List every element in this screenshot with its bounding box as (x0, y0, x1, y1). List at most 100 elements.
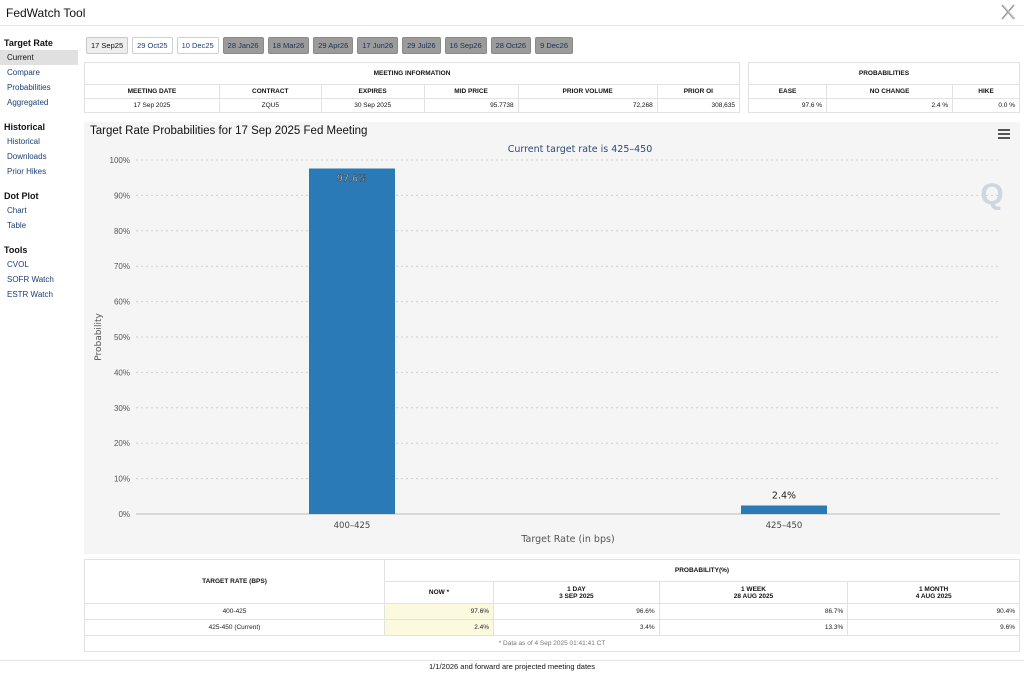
sidebar-heading-dot-plot: Dot Plot (4, 191, 39, 201)
prob-col-title: 1 DAY (567, 585, 586, 593)
x-tick-label: 425–450 (766, 521, 803, 531)
tab-18-mar26[interactable]: 18 Mar26 (267, 37, 310, 54)
sidebar-item-probabilities[interactable]: Probabilities (7, 83, 51, 92)
meeting-col-contract: CONTRACT (218, 84, 322, 99)
meeting-value-prior-oi: 308,635 (656, 98, 741, 113)
prob-cell: 86.7% (658, 603, 849, 620)
y-tick-label: 100% (110, 156, 130, 165)
table-row: 400-425 97.6% 96.6% 86.7% 90.4% (84, 603, 1020, 620)
tab-17-sep25[interactable]: 17 Sep25 (86, 37, 129, 54)
tab-16-sep26[interactable]: 16 Sep26 (444, 37, 487, 54)
sidebar-item-cvol[interactable]: CVOL (7, 260, 29, 269)
prob-cell: 9.6% (847, 619, 1020, 636)
y-tick-label: 60% (114, 298, 130, 307)
prob-col-title: 1 WEEK (741, 585, 766, 593)
sidebar-item-compare[interactable]: Compare (7, 68, 40, 77)
y-tick-label: 20% (114, 439, 130, 448)
prob-col-now: NOW * (383, 581, 495, 604)
hamburger-menu-icon[interactable] (998, 129, 1010, 139)
tab-29-apr26[interactable]: 29 Apr26 (313, 37, 354, 54)
prob-col-hike: HIKE (952, 84, 1020, 99)
tab-29-jul26[interactable]: 29 Jul26 (402, 37, 441, 54)
prob-col-date: 4 AUG 2025 (915, 592, 952, 600)
y-tick-label: 10% (114, 475, 130, 484)
meeting-info-title: MEETING INFORMATION (84, 62, 740, 85)
probability-group-header: PROBABILITY(%) (384, 559, 1020, 582)
tab-28-oct26[interactable]: 28 Oct26 (490, 37, 532, 54)
rate-cell: 425-450 (Current) (84, 619, 385, 636)
tab-17-jun26[interactable]: 17 Jun26 (357, 37, 399, 54)
y-tick-label: 50% (114, 333, 130, 342)
prob-col-date: 3 SEP 2025 (559, 592, 594, 600)
prob-cell: 97.6% (383, 603, 495, 620)
y-axis-title: Probability (94, 313, 104, 361)
close-icon[interactable] (1000, 3, 1016, 21)
sidebar-heading-historical: Historical (4, 122, 46, 132)
meeting-col-meeting-date: MEETING DATE (84, 84, 220, 99)
meeting-value-prior-volume: 72,268 (517, 98, 658, 113)
tab-29-oct25[interactable]: 29 Oct25 (132, 37, 173, 54)
meeting-value-contract: ZQU5 (218, 98, 322, 113)
sidebar-item-estr-watch[interactable]: ESTR Watch (7, 290, 53, 299)
meeting-col-prior-oi: PRIOR OI (656, 84, 741, 99)
prob-col-ease: EASE (747, 84, 828, 99)
y-tick-label: 0% (118, 510, 130, 519)
bar-425-450 (741, 505, 827, 514)
sidebar-heading-target-rate: Target Rate (4, 38, 53, 48)
y-tick-label: 40% (114, 368, 130, 377)
x-tick-label: 400–425 (334, 521, 371, 531)
meeting-col-mid-price: MID PRICE (423, 84, 519, 99)
prob-cell: 90.4% (847, 603, 1020, 620)
chart-panel: 0% 10% 20% 30% 40% 50% 60% 70% 80% 90% 100% Current… (84, 122, 1020, 554)
prob-col-1-day: 1 DAY 3 SEP 2025 (493, 581, 660, 604)
sidebar-item-current[interactable]: Current (0, 50, 78, 65)
sidebar: Target Rate Current Compare Probabilities Ag… (0, 36, 78, 302)
meeting-col-prior-volume: PRIOR VOLUME (517, 84, 658, 99)
tab-10-dec25[interactable]: 10 Dec25 (176, 37, 219, 54)
rate-cell: 400-425 (84, 603, 385, 620)
meeting-value-meeting-date: 17 Sep 2025 (84, 98, 220, 113)
probability-history-table: TARGET RATE (BPS) PROBABILITY(%) NOW * 1 … (84, 559, 1020, 652)
watermark-logo: Q (980, 178, 1003, 211)
meeting-tabs: 17 Sep25 29 Oct25 10 Dec25 28 Jan26 18 Mar26… (86, 37, 573, 55)
data-label-425-450: 2.4% (772, 491, 796, 502)
app-title: FedWatch Tool (6, 6, 86, 20)
chart-subtitle: Current target rate is 425–450 (508, 144, 653, 155)
sidebar-item-downloads[interactable]: Downloads (7, 152, 47, 161)
prob-col-date: 28 AUG 2025 (733, 592, 774, 600)
sidebar-item-historical[interactable]: Historical (7, 137, 40, 146)
data-timestamp-note: * Data as of 4 Sep 2025 01:41:41 CT (84, 635, 1020, 652)
probability-bar-chart: 0% 10% 20% 30% 40% 50% 60% 70% 80% 90% 100% Current… (94, 144, 1004, 545)
prob-cell: 13.3% (658, 619, 849, 636)
prob-col-no-change: NO CHANGE (826, 84, 954, 99)
sidebar-item-chart[interactable]: Chart (7, 206, 27, 215)
prob-cell: 3.4% (493, 619, 660, 636)
probabilities-table: PROBABILITIES EASE NO CHANGE HIKE 97.6 % 2.… (747, 62, 1020, 113)
y-tick-label: 90% (114, 191, 130, 200)
tab-28-jan26[interactable]: 28 Jan26 (222, 37, 264, 54)
prob-value-no-change: 2.4 % (826, 98, 954, 113)
y-tick-label: 80% (114, 227, 130, 236)
sidebar-item-table[interactable]: Table (7, 221, 27, 230)
sidebar-item-prior-hikes[interactable]: Prior Hikes (7, 167, 47, 176)
title-bar: FedWatch Tool (0, 0, 1024, 26)
meeting-value-expires: 30 Sep 2025 (320, 98, 425, 113)
chart-heading: Target Rate Probabilities for 17 Sep 202… (90, 125, 368, 137)
tab-9-dec26[interactable]: 9 Dec26 (535, 37, 573, 54)
sidebar-item-aggregated[interactable]: Aggregated (7, 98, 49, 107)
prob-value-hike: 0.0 % (952, 98, 1020, 113)
sidebar-heading-tools: Tools (4, 245, 28, 255)
prob-cell: 96.6% (493, 603, 660, 620)
sidebar-item-sofr-watch[interactable]: SOFR Watch (7, 275, 54, 284)
meeting-col-expires: EXPIRES (320, 84, 425, 99)
meeting-value-mid-price: 95.7738 (423, 98, 519, 113)
prob-col-title: 1 MONTH (919, 585, 949, 593)
prob-value-ease: 97.6 % (747, 98, 828, 113)
y-tick-label: 70% (114, 262, 130, 271)
x-axis-title: Target Rate (in bps) (520, 534, 614, 545)
y-tick-label: 30% (114, 404, 130, 413)
bar-400-425 (309, 168, 395, 514)
rate-header: TARGET RATE (BPS) (84, 559, 385, 604)
meeting-info-table: MEETING INFORMATION MEETING DATE CONTRACT… (84, 62, 741, 113)
prob-cell: 2.4% (383, 619, 495, 636)
